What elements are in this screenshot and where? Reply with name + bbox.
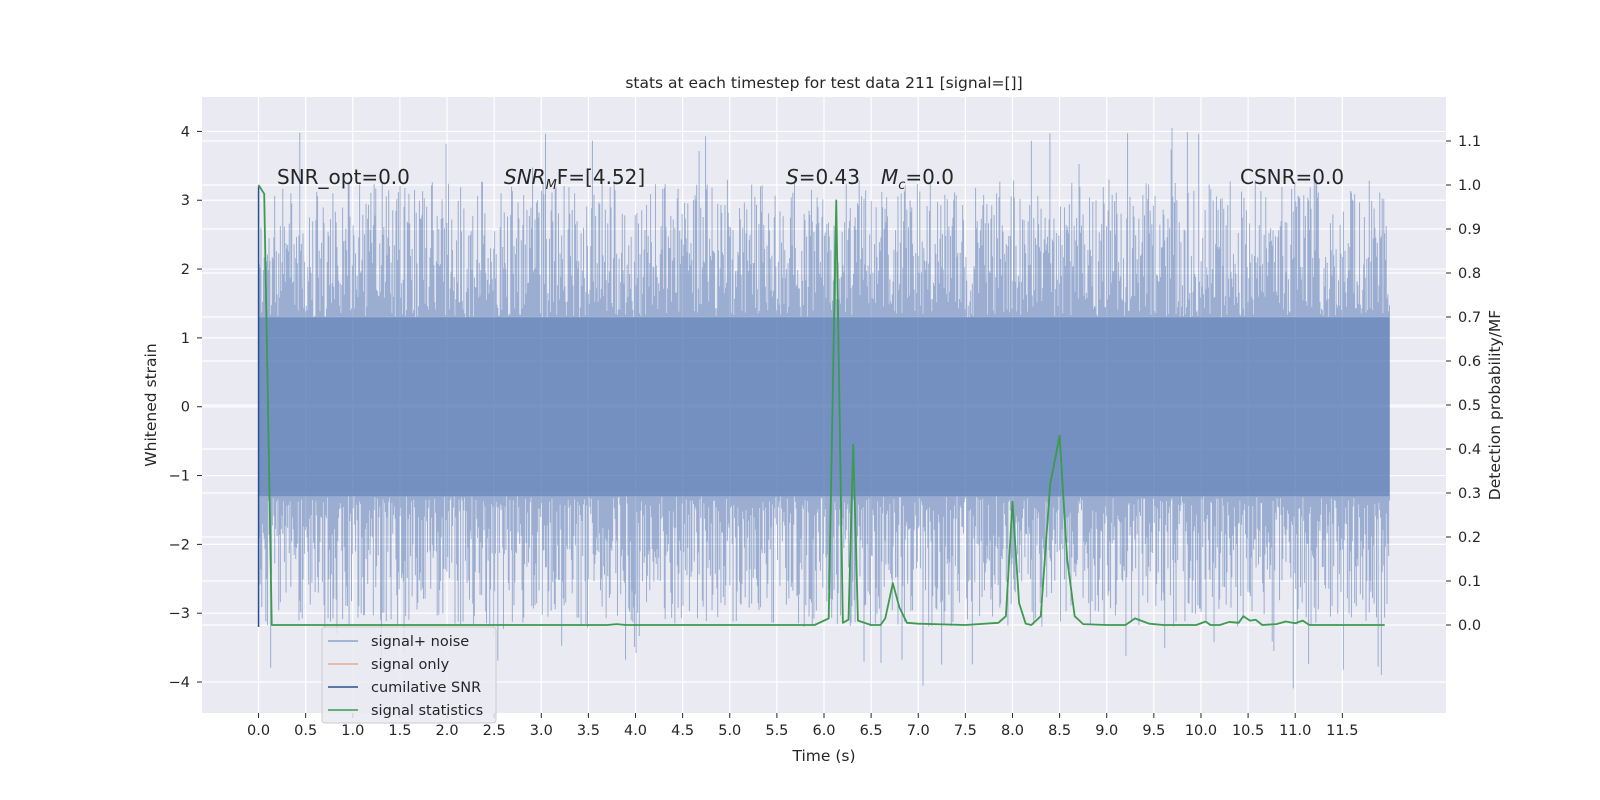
- y-axis-ticks: 4 3 2 1 0 −1 −2 −3 −4: [169, 124, 202, 691]
- x-tick-label: 7.5: [954, 723, 977, 739]
- y-right-tick-label: 0.8: [1458, 266, 1481, 282]
- x-tick-label: 11.0: [1279, 723, 1311, 739]
- annotation-snr-mf-sub: M: [546, 178, 557, 193]
- x-tick-label: 1.5: [388, 723, 411, 739]
- x-tick-label: 10.5: [1232, 723, 1264, 739]
- x-tick-label: 7.0: [907, 723, 930, 739]
- legend-box: [321, 626, 497, 724]
- annotation-csnr: CSNR=0.0: [1240, 165, 1344, 189]
- annotation-snr-opt: SNR_opt=0.0: [277, 165, 410, 189]
- y-right-tick-label: 1.1: [1458, 134, 1481, 150]
- y-right-tick-label: 0.1: [1458, 574, 1481, 590]
- legend-label-signal-only: signal only: [371, 657, 450, 673]
- annotation-mc: Mc=0.0: [881, 165, 954, 193]
- x-axis-label: Time (s): [791, 747, 855, 765]
- y-axis-label: Whitened strain: [142, 343, 160, 466]
- series-signal-noise: [258, 127, 1390, 689]
- y-tick-label: −3: [169, 606, 190, 622]
- y-tick-label: 0: [181, 400, 190, 416]
- y-tick-label: −2: [169, 537, 190, 553]
- x-tick-label: 5.0: [718, 723, 741, 739]
- y-right-tick-label: 0.0: [1458, 618, 1481, 634]
- x-tick-label: 8.0: [1001, 723, 1024, 739]
- legend-label-signal-statistics: signal statistics: [371, 703, 483, 719]
- annotation-mc-sub: c: [898, 178, 905, 193]
- y-tick-label: 4: [181, 124, 190, 140]
- x-tick-label: 6.5: [860, 723, 883, 739]
- legend-label-cumilative-snr: cumilative SNR: [371, 680, 481, 696]
- y-tick-label: 2: [181, 262, 190, 278]
- y-right-tick-label: 0.7: [1458, 310, 1481, 326]
- y-right-tick-label: 0.2: [1458, 530, 1481, 546]
- annotation-s-val: =0.43: [799, 165, 860, 189]
- x-tick-label: 9.5: [1142, 723, 1165, 739]
- y-right-tick-label: 0.5: [1458, 398, 1481, 414]
- x-tick-label: 0.0: [247, 723, 270, 739]
- y-tick-label: −4: [169, 675, 190, 691]
- annotation-snr-mf-base: SNR: [504, 165, 546, 189]
- x-tick-label: 8.5: [1048, 723, 1071, 739]
- x-tick-label: 0.5: [294, 723, 317, 739]
- x-tick-label: 3.5: [577, 723, 600, 739]
- x-tick-label: 1.0: [341, 723, 364, 739]
- annotation-mc-val: =0.0: [905, 165, 954, 189]
- annotation-snr-mf: SNRMF=[4.52]: [504, 165, 645, 193]
- x-tick-label: 11.5: [1326, 723, 1358, 739]
- x-tick-label: 9.0: [1095, 723, 1118, 739]
- y-right-tick-label: 0.4: [1458, 442, 1481, 458]
- y-right-axis-ticks: 1.1 1.0 0.9 0.8 0.7 0.6 0.5 0.4 0.3 0.2 0.1 0.0: [1446, 134, 1481, 634]
- annotation-mc-sym: M: [881, 165, 898, 189]
- y-right-axis-label: Detection probability/MF: [1486, 310, 1504, 501]
- x-tick-label: 5.5: [765, 723, 788, 739]
- annotation-snr-mf-rest: F=[4.52]: [557, 165, 645, 189]
- y-tick-label: −1: [169, 469, 190, 485]
- x-axis-ticks: 0.0 0.5 1.0 1.5 2.0 2.5 3.0 3.5 4.0 4.5 5.0 5.5 6.0 6…: [247, 713, 1358, 739]
- x-tick-label: 6.0: [812, 723, 835, 739]
- legend-label-signal-noise: signal+ noise: [371, 634, 469, 650]
- x-tick-label: 2.0: [435, 723, 458, 739]
- y-tick-label: 3: [181, 193, 190, 209]
- x-tick-label: 2.5: [483, 723, 506, 739]
- x-tick-label: 3.0: [530, 723, 553, 739]
- x-tick-label: 4.0: [624, 723, 647, 739]
- y-tick-label: 1: [181, 331, 190, 347]
- x-tick-label: 4.5: [671, 723, 694, 739]
- y-right-tick-label: 0.3: [1458, 486, 1481, 502]
- y-right-tick-label: 1.0: [1458, 178, 1481, 194]
- series-lines: [257, 184, 1385, 627]
- annotation-s: S=0.43: [786, 165, 860, 189]
- chart-title: stats at each timestep for test data 211…: [625, 74, 1022, 92]
- x-tick-label: 10.0: [1185, 723, 1217, 739]
- annotation-s-sym: S: [786, 165, 799, 189]
- y-right-tick-label: 0.6: [1458, 354, 1481, 370]
- y-right-tick-label: 0.9: [1458, 222, 1481, 238]
- series-signal-statistics: [257, 184, 1385, 626]
- legend: signal+ noise signal only cumilative SNR…: [321, 626, 497, 724]
